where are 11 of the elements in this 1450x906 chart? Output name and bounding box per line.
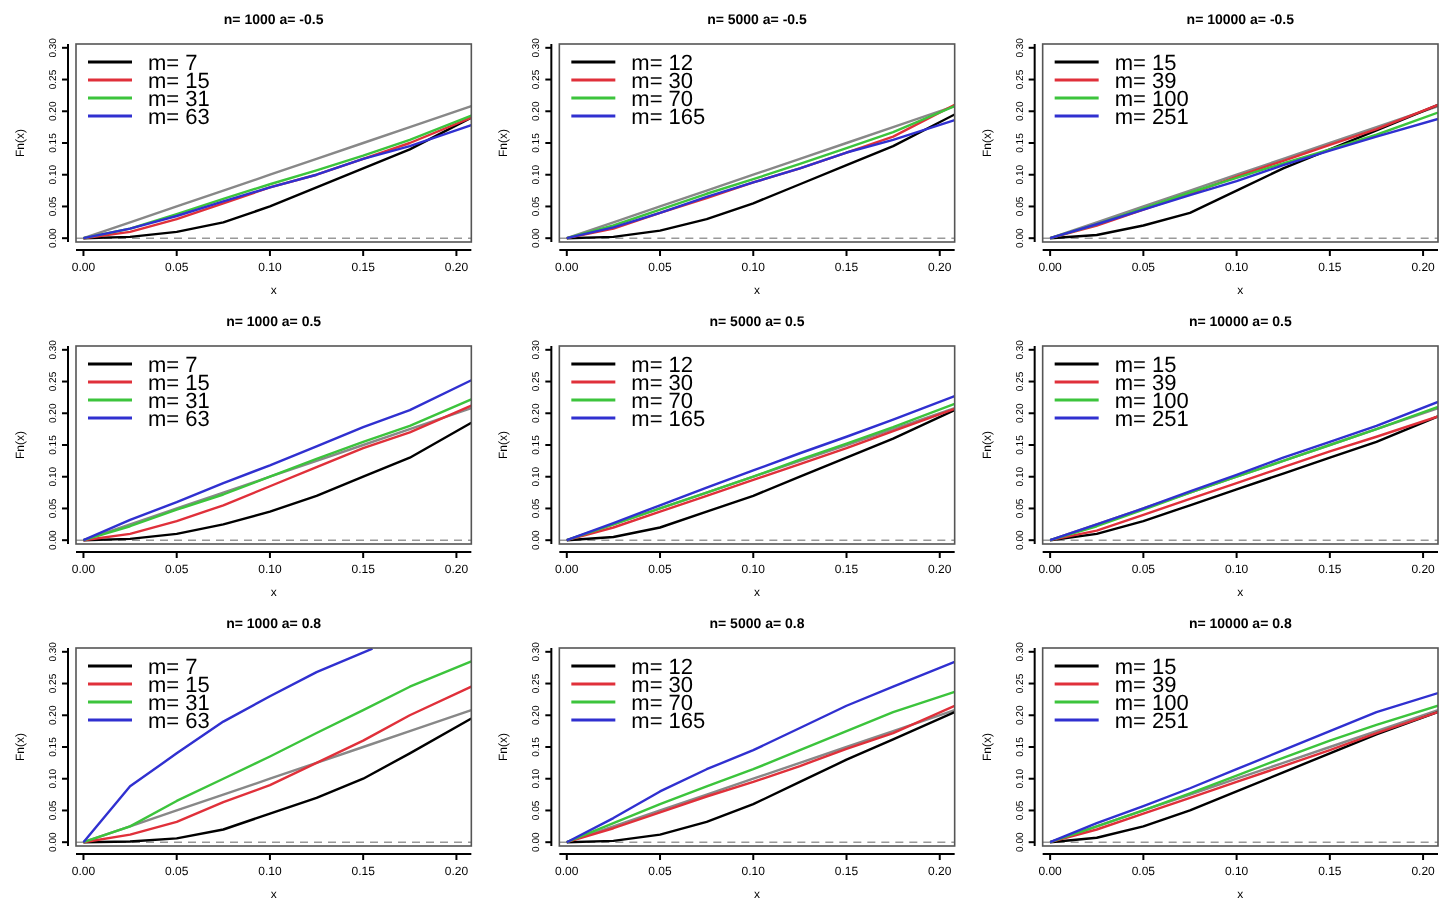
legend-label: m= 63 <box>148 710 210 734</box>
legend-label: m= 165 <box>631 710 706 734</box>
legend-label: m= 251 <box>1114 106 1189 130</box>
legend-label: m= 251 <box>1114 710 1189 734</box>
legend-label: m= 63 <box>148 106 210 130</box>
line-series <box>565 660 955 844</box>
legend-label: m= 63 <box>148 408 210 432</box>
legend-label: m= 251 <box>1114 408 1189 432</box>
line-series <box>82 648 374 844</box>
legend-label: m= 165 <box>631 408 706 432</box>
legend-label: m= 165 <box>631 106 706 130</box>
